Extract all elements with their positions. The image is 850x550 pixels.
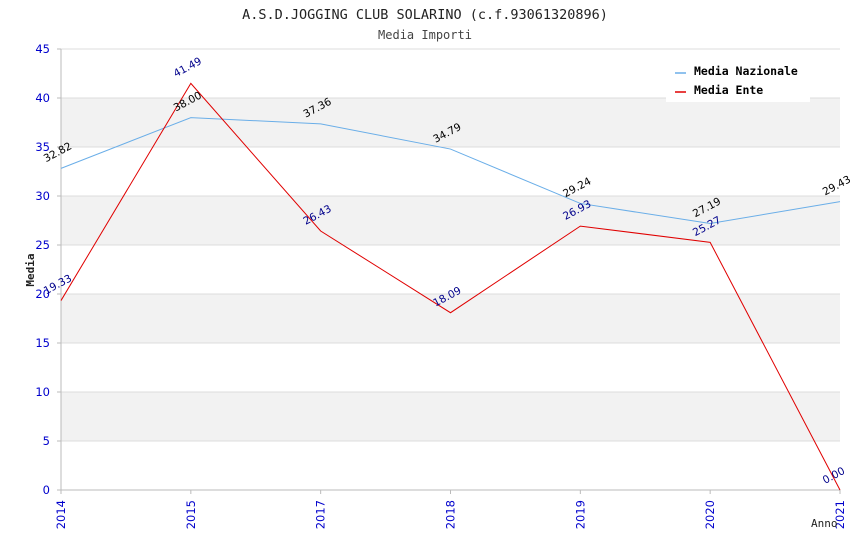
data-label: 29.43 [821,174,850,199]
grid-band [61,196,840,245]
x-axis-ticks: 2014 2015 2017 2018 2019 2020 2021 [54,490,847,529]
legend: Media Nazionale Media Ente [666,60,810,102]
data-label: 0.00 [821,465,847,487]
legend-background [666,60,810,102]
legend-label-media-nazionale: Media Nazionale [694,64,798,78]
y-axis-ticks: 0 5 10 15 20 25 30 35 40 45 [35,42,50,497]
plot-background-bands [61,98,840,441]
chart-title: A.S.D.JOGGING CLUB SOLARINO (c.f.9306132… [242,7,608,23]
x-tick-label: 2017 [314,500,328,529]
grid-band [61,294,840,343]
y-tick-label: 20 [35,287,50,301]
y-tick-label: 5 [43,434,50,448]
grid-band [61,392,840,441]
y-tick-label: 15 [35,336,50,350]
x-tick-label: 2015 [184,500,198,529]
y-tick-label: 0 [43,483,50,497]
x-tick-label: 2018 [444,500,458,529]
y-tick-label: 25 [35,238,50,252]
x-tick-label: 2019 [573,500,587,529]
series-line-media-ente [60,82,841,491]
y-axis-title: Media [24,253,37,286]
x-tick-label: 2020 [703,500,717,529]
y-tick-label: 10 [35,385,50,399]
y-tick-label: 35 [35,140,50,154]
x-tick-label: 2014 [54,500,68,529]
data-label: 41.49 [172,55,204,80]
series-line-media-nazionale [60,117,841,225]
y-tick-label: 45 [35,42,50,56]
x-tick-label: 2021 [833,500,847,529]
chart-subtitle: Media Importi [378,28,472,42]
series-lines [60,82,841,491]
x-axis-title: Anno [811,517,838,530]
grid-band [61,98,840,147]
y-tick-label: 40 [35,91,50,105]
legend-label-media-ente: Media Ente [694,83,763,97]
y-tick-label: 30 [35,189,50,203]
